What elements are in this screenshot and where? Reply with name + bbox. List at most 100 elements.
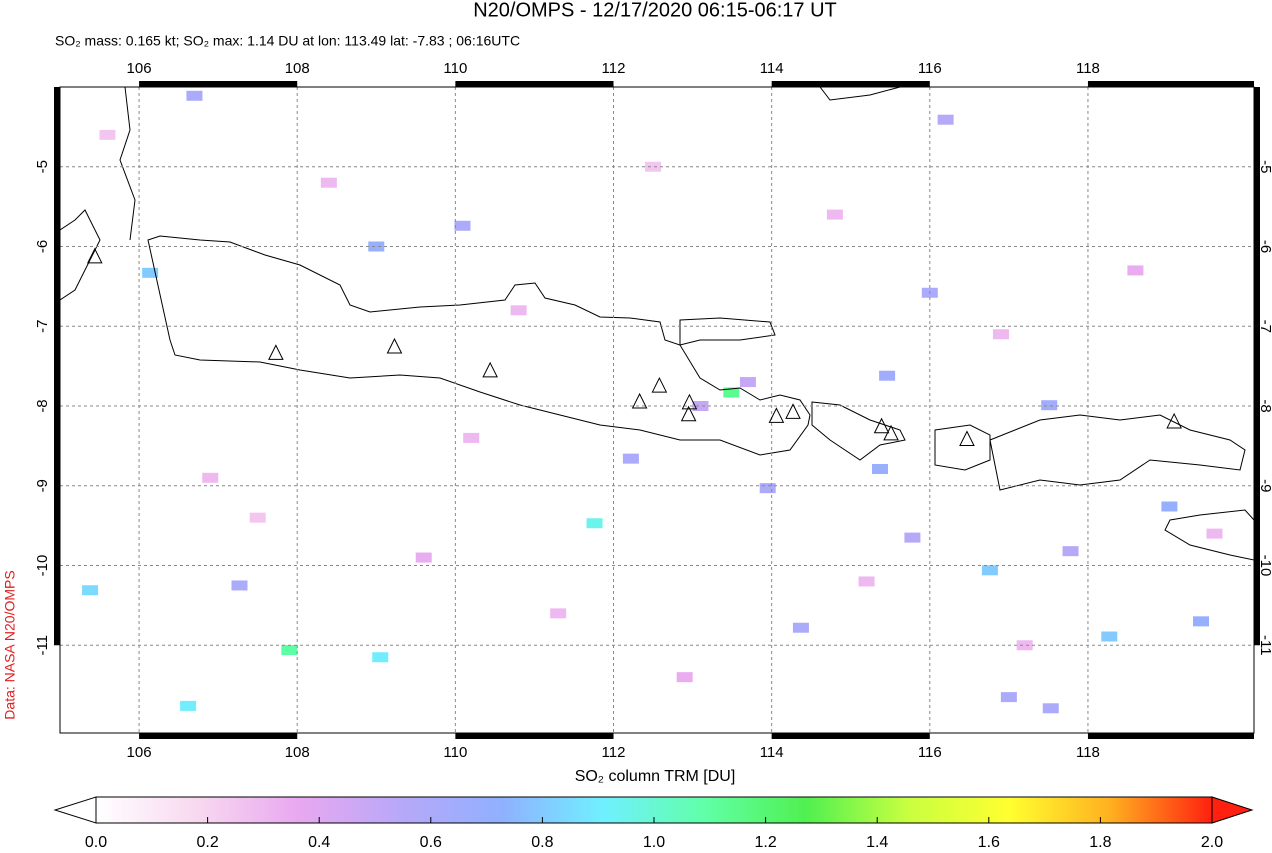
so2-pixels [82,90,1223,714]
x-tick-label: 116 [918,60,942,77]
volcano-marker [86,247,103,264]
y-tick-label: -6 [34,240,51,253]
frame-bar [455,81,614,87]
frame-bar [455,733,614,739]
grid [60,87,1254,733]
colorbar-tick-label: 1.6 [978,834,1000,851]
y-tick-label: -11 [34,635,51,656]
coastline-kalimantan [819,87,901,101]
volcano-marker [268,344,284,360]
so2-pixel [676,672,693,683]
so2-pixel [981,565,998,576]
so2-pixel [792,622,809,633]
colorbar-over [1211,796,1254,824]
volcano-marker [959,430,975,447]
so2-pixel [550,608,567,619]
coastline-bali [811,401,906,461]
volcano-marker [883,424,899,441]
frame-bar [771,733,930,739]
so2-pixel [1101,631,1118,642]
so2-pixel [992,329,1009,340]
so2-pixel [180,700,197,711]
volcano-marker [768,407,785,423]
frame-bar [1087,733,1254,739]
volcano-marker [873,417,890,434]
frame-bar [771,81,930,87]
y-tick-label: -7 [34,320,51,333]
so2-pixel [1000,692,1017,703]
colorbar-tick-label: 1.0 [643,834,665,851]
x-tick-label: 106 [127,744,152,761]
so2-pixel [586,518,603,529]
volcano-marker [680,405,697,422]
colorbar-tick-label: 0.0 [85,834,107,851]
so2-pixel [692,401,709,412]
so2-pixel [1206,528,1223,539]
coastlines [60,87,1254,561]
so2-pixel [99,129,116,140]
so2-pixel [879,370,896,381]
colorbar-tick-label: 2.0 [1201,834,1223,851]
volcanoes [86,247,1182,447]
frame-bar [139,733,298,739]
so2-pixel [645,161,662,172]
so2-pixel [1193,616,1210,627]
coastline-sumatra [60,87,136,301]
so2-pixel [142,267,159,278]
x-tick-label: 112 [602,744,626,761]
so2-pixel [1042,703,1059,714]
volcano-marker [651,376,668,393]
x-tick-label: 110 [443,744,467,761]
so2-pixel [1127,265,1144,276]
x-tick-label: 114 [760,60,784,77]
y-tick-label: -10 [1257,555,1272,577]
frame-bars [54,81,1260,739]
x-tick-label: 108 [285,60,310,77]
so2-pixel [622,453,639,464]
volcano-marker [1166,412,1182,429]
so2-pixel [82,585,99,596]
colorbar-label: SO₂ column TRM [DU] [575,768,736,785]
coastline-java [147,235,811,456]
x-tick-label: 118 [1076,744,1100,761]
so2-pixel [454,220,471,231]
y-tick-label: -5 [34,160,51,173]
x-tick-label: 116 [918,744,942,761]
so2-pixel [463,432,480,443]
so2-pixel [186,90,203,101]
coastline-sumba [1164,509,1254,561]
so2-pixel [320,177,337,188]
so2-pixel [1041,400,1058,411]
x-tick-label: 106 [127,60,152,77]
volcano-marker [785,403,801,419]
so2-pixel [858,576,875,587]
so2-pixel [415,552,432,563]
so2-pixel [723,387,740,398]
colorbar-tick-label: 1.4 [866,834,888,851]
volcano-marker [386,337,403,354]
colorbar-tick-label: 0.8 [531,834,553,851]
y-tick-label: -10 [34,555,51,577]
volcano-marker [631,392,648,409]
colorbar-tick-label: 0.2 [196,834,218,851]
y-tick-label: -8 [1257,399,1272,412]
colorbar-tick-label: 0.4 [308,834,330,851]
so2-pixel [937,114,954,125]
so2-pixel [510,305,527,316]
so2-pixel [1161,501,1178,512]
y-tick-label: -7 [1257,320,1272,333]
coastline-madura [679,317,776,346]
colorbar-under [53,796,97,824]
so2-pixel [281,645,298,656]
x-tick-label: 108 [285,744,310,761]
so2-pixel [249,512,266,523]
frame-bar [1087,81,1254,87]
colorbar-tick-label: 0.6 [420,834,442,851]
colorbar-tick-label: 1.2 [754,834,776,851]
chart-title: N20/OMPS - 12/17/2020 06:15-06:17 UT [473,0,837,21]
colorbar: 0.0 0.2 0.4 0.6 0.8 1.0 1.2 1.4 1.6 1.8 2.0 [53,796,1254,851]
y-tick-label: -8 [34,399,51,412]
y-tick-label: -9 [1257,479,1272,492]
